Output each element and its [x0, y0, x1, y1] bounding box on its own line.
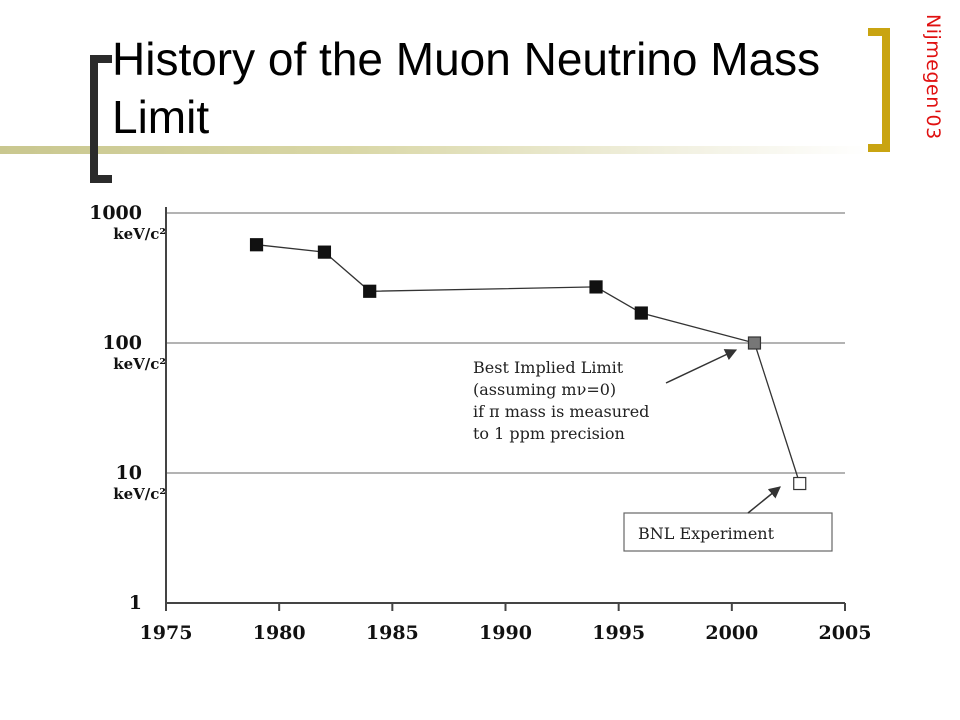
y-tick-unit: keV/c² [113, 485, 166, 503]
annotation-text-line: (assuming mν=0) [473, 380, 616, 399]
conference-label: Nijmegen'03 [922, 14, 944, 140]
x-tick-label: 1995 [592, 622, 645, 644]
annotation-text-line: BNL Experiment [638, 524, 775, 543]
y-tick-label: 1 [129, 592, 142, 614]
annotation-text-line: if π mass is measured [473, 402, 649, 421]
annotation-arrow [747, 486, 781, 514]
y-tick-label: 100 [102, 332, 142, 354]
y-tick-label: 1000 [89, 202, 142, 224]
chart-area: 1 10 keV/c² 100 keV/c² 1000 keV/c² 1975 1980 1985… [60, 185, 880, 655]
data-point [317, 245, 332, 259]
data-point [589, 280, 603, 294]
annotation-text-line: Best Implied Limit [473, 358, 624, 377]
slide-title: History of the Muon Neutrino Mass Limit [112, 33, 821, 143]
x-tick-label: 2000 [705, 622, 758, 644]
data-point [363, 284, 377, 298]
implied-limit-point [747, 336, 762, 350]
data-point [634, 306, 648, 320]
x-tick-label: 1985 [366, 622, 419, 644]
title-underline-bar [0, 146, 870, 154]
annotation-box [623, 512, 833, 552]
y-tick-label: 10 [116, 462, 142, 484]
right-bracket-decoration [868, 28, 890, 152]
left-bracket-decoration [90, 55, 112, 183]
x-tick-label: 2005 [819, 622, 872, 644]
x-tick-label: 1980 [253, 622, 306, 644]
x-tick-label: 1990 [479, 622, 532, 644]
y-tick-unit: keV/c² [113, 225, 166, 243]
bnl-data-point [793, 476, 807, 491]
annotation-arrow [665, 349, 738, 384]
x-tick-label: 1975 [140, 622, 193, 644]
annotation-text-line: to 1 ppm precision [473, 424, 625, 443]
y-tick-unit: keV/c² [113, 355, 166, 373]
data-point [249, 238, 264, 252]
